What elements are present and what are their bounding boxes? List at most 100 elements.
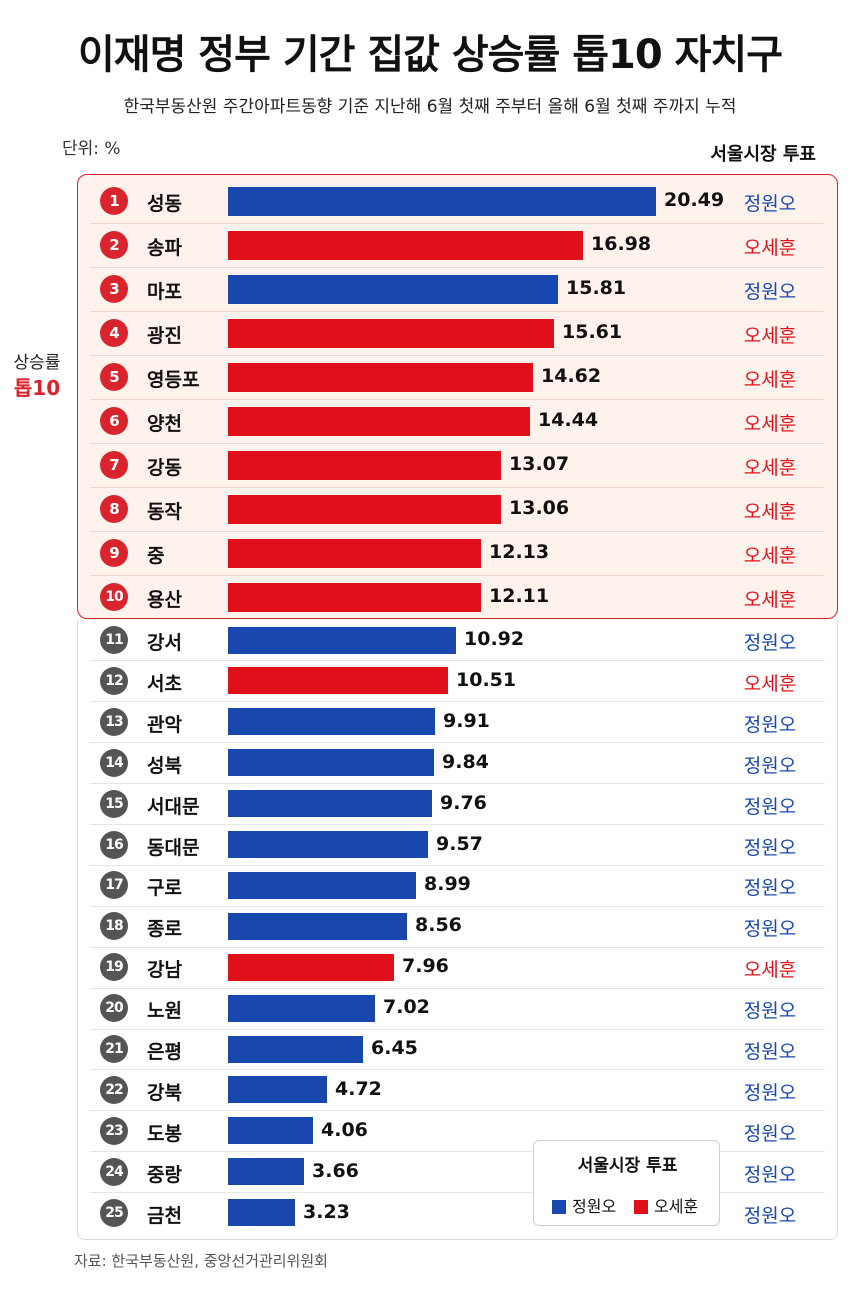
row-separator	[90, 864, 825, 866]
rank-badge: 20	[100, 994, 128, 1023]
page-subtitle: 한국부동산원 주간아파트동향 기준 지난해 6월 첫째 주부터 올해 6월 첫째…	[123, 97, 737, 117]
vote-label: 오세훈	[743, 457, 797, 479]
district-name: 서대문	[147, 795, 200, 818]
district-name: 금천	[147, 1204, 182, 1227]
district-name: 은평	[147, 1041, 182, 1063]
district-name: 서초	[147, 672, 182, 695]
bar	[228, 1035, 363, 1063]
vote-label: 정원오	[743, 632, 797, 654]
district-name: 강북	[147, 1081, 182, 1104]
row-separator	[90, 1028, 825, 1030]
district-name: 강남	[147, 959, 182, 982]
legend-title: 서울시장 투표	[577, 1156, 678, 1176]
value-label: 8.56	[415, 914, 462, 937]
district-name: 중	[147, 545, 165, 567]
value-label: 20.49	[664, 189, 725, 211]
district-name: 종로	[147, 918, 182, 941]
district-name: 영등포	[147, 369, 200, 391]
rank-badge: 7	[100, 451, 128, 479]
bar	[228, 994, 375, 1022]
vote-label: 정원오	[743, 836, 797, 859]
row-separator	[90, 701, 825, 703]
district-name: 양천	[147, 413, 182, 435]
value-label: 9.91	[443, 709, 490, 732]
bar	[228, 538, 481, 568]
value-label: 6.45	[371, 1037, 418, 1059]
vote-label: 정원오	[743, 1204, 797, 1227]
row-separator	[90, 660, 825, 662]
value-label: 9.57	[436, 832, 483, 855]
value-label: 9.76	[440, 791, 487, 814]
bar	[228, 708, 435, 736]
vote-label: 오세훈	[743, 959, 797, 982]
bar	[228, 318, 554, 348]
district-name: 구로	[147, 877, 182, 900]
bar	[228, 450, 501, 480]
bar	[228, 582, 481, 612]
vote-label: 정원오	[743, 193, 797, 215]
row-separator	[90, 399, 825, 400]
rank-badge: 6	[100, 407, 128, 435]
vote-label: 정원오	[743, 754, 797, 777]
bar	[228, 274, 558, 304]
vote-label: 오세훈	[743, 369, 797, 391]
bar	[228, 912, 407, 940]
rank-badge: 21	[100, 1035, 128, 1063]
unit-label: 단위: %	[62, 139, 121, 159]
value-label: 3.23	[303, 1200, 350, 1223]
district-name: 성북	[147, 754, 182, 777]
row-separator	[90, 987, 825, 989]
value-label: 7.02	[383, 996, 430, 1019]
legend-label-jung: 정원오	[572, 1197, 617, 1216]
rank-badge: 11	[100, 626, 128, 654]
value-label: 16.98	[591, 233, 652, 255]
row-separator	[90, 824, 825, 825]
bar	[228, 626, 456, 654]
district-name: 도봉	[147, 1122, 182, 1145]
bar	[228, 953, 394, 981]
district-name: 동작	[147, 501, 182, 523]
district-name: 성동	[147, 193, 182, 215]
source-note: 자료: 한국부동산원, 중앙선거관리위원회	[74, 1252, 328, 1270]
rank-badge: 8	[100, 495, 128, 523]
district-name: 관악	[147, 713, 182, 736]
bar	[228, 230, 583, 260]
bar	[228, 871, 416, 899]
legend-label-oh: 오세훈	[654, 1197, 699, 1216]
rank-badge: 4	[100, 319, 128, 347]
vote-label: 정원오	[743, 1081, 797, 1104]
bar	[228, 362, 533, 392]
page-title: 이재명 정부 기간 집값 상승률 톱10 자치구	[77, 32, 783, 78]
value-label: 4.72	[335, 1077, 382, 1100]
value-label: 12.11	[489, 585, 550, 607]
bar	[228, 1076, 327, 1104]
rank-badge: 24	[100, 1157, 128, 1186]
row-separator	[90, 311, 825, 312]
bar	[228, 790, 432, 818]
vote-label: 오세훈	[743, 545, 797, 567]
district-name: 노원	[147, 1000, 182, 1023]
row-separator	[90, 531, 825, 532]
value-label: 10.92	[464, 628, 525, 650]
row-separator	[90, 1110, 825, 1112]
vote-label: 정원오	[743, 1122, 797, 1145]
bar	[228, 1158, 304, 1186]
district-name: 강동	[147, 457, 182, 479]
row-separator	[90, 1069, 825, 1071]
value-label: 13.06	[509, 497, 570, 519]
rank-badge: 16	[100, 830, 128, 859]
rank-badge: 5	[100, 363, 128, 391]
row-separator	[90, 223, 825, 224]
rank-badge: 2	[100, 231, 128, 259]
vote-label: 오세훈	[743, 237, 797, 259]
bar	[228, 1117, 313, 1145]
value-label: 14.44	[538, 409, 599, 431]
legend-swatch-blue	[552, 1200, 566, 1214]
side-label-line1: 상승률	[13, 353, 61, 373]
bar	[228, 406, 530, 436]
district-name: 송파	[147, 237, 182, 259]
rank-badge: 23	[100, 1116, 128, 1145]
bar	[228, 1199, 295, 1227]
legend-item-jung: 정원오	[552, 1193, 616, 1217]
